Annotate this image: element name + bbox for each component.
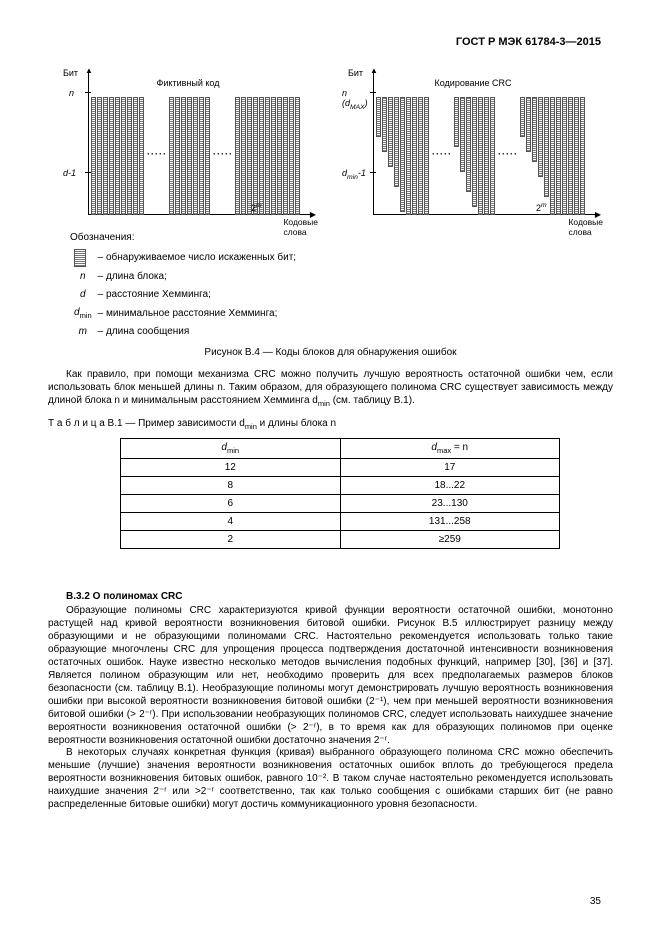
legend-table: – обнаруживаемое число искаженных бит; n… [70,247,300,342]
figure-caption: Рисунок B.4 — Коды блоков для обнаружени… [0,347,661,358]
table-b1: dmin dmax = n 1217818...22623...1304131.… [120,438,560,549]
legend-row: – расстояние Хемминга; [96,287,298,303]
bars: ·········· [91,92,311,215]
n-label: n (dMAX) [342,88,368,111]
paragraph: В некоторых случаях конкретная функция (… [48,746,613,811]
legend-title: Обозначения: [70,230,300,246]
legend-row: – обнаруживаемое число искаженных бит; [96,249,298,267]
chart-right: Бит ▲ ▶ Кодирование CRC n (dMAX) dmin-1 … [348,70,598,220]
legend-row: – минимальное расстояние Хемминга; [96,305,298,322]
d-label: d-1 [63,168,76,178]
table-header: dmax = n [340,439,560,459]
table-cell: 131...258 [340,513,560,531]
table-cell: 4 [121,513,341,531]
legend-row: – длина сообщения [96,324,298,340]
y-axis-label: Бит [348,68,363,78]
legend-swatch [74,249,86,267]
two-m: 2m [251,202,262,213]
bars: ·········· [376,92,596,215]
legend: Обозначения: – обнаруживаемое число иска… [70,230,300,342]
chart-left: Бит ▲ ▶ Фиктивный код n d-1 ·········· 2… [63,70,313,220]
chart-title: Кодирование CRC [348,78,598,88]
section-heading: B.3.2 О полиномах CRC [48,591,182,602]
n-label: n [69,88,74,98]
document-page: ГОСТ Р МЭК 61784-3—2015 Бит ▲ ▶ Фиктивны… [0,0,661,935]
table-caption: Т а б л и ц а B.1 — Пример зависимости d… [48,418,613,431]
table-cell: 2 [121,531,341,549]
y-axis-label: Бит [63,68,78,78]
figure-area: Бит ▲ ▶ Фиктивный код n d-1 ·········· 2… [48,70,613,225]
table-cell: 6 [121,495,341,513]
table-cell: 17 [340,459,560,477]
two-m: 2m [536,202,547,213]
table-cell: 8 [121,477,341,495]
chart-title: Фиктивный код [63,78,313,88]
x-axis-label: Кодовыеслова [568,218,603,237]
table-header: dmin [121,439,341,459]
table-cell: 18...22 [340,477,560,495]
page-number: 35 [590,896,601,907]
table-cell: 23...130 [340,495,560,513]
table-cell: ≥259 [340,531,560,549]
paragraph: Как правило, при помощи механизма CRC мо… [48,368,613,409]
paragraph: Образующие полиномы CRC характеризуются … [48,604,613,747]
doc-header: ГОСТ Р МЭК 61784-3—2015 [456,36,601,48]
d-label: dmin-1 [342,168,366,181]
legend-row: – длина блока; [96,269,298,285]
table-cell: 12 [121,459,341,477]
